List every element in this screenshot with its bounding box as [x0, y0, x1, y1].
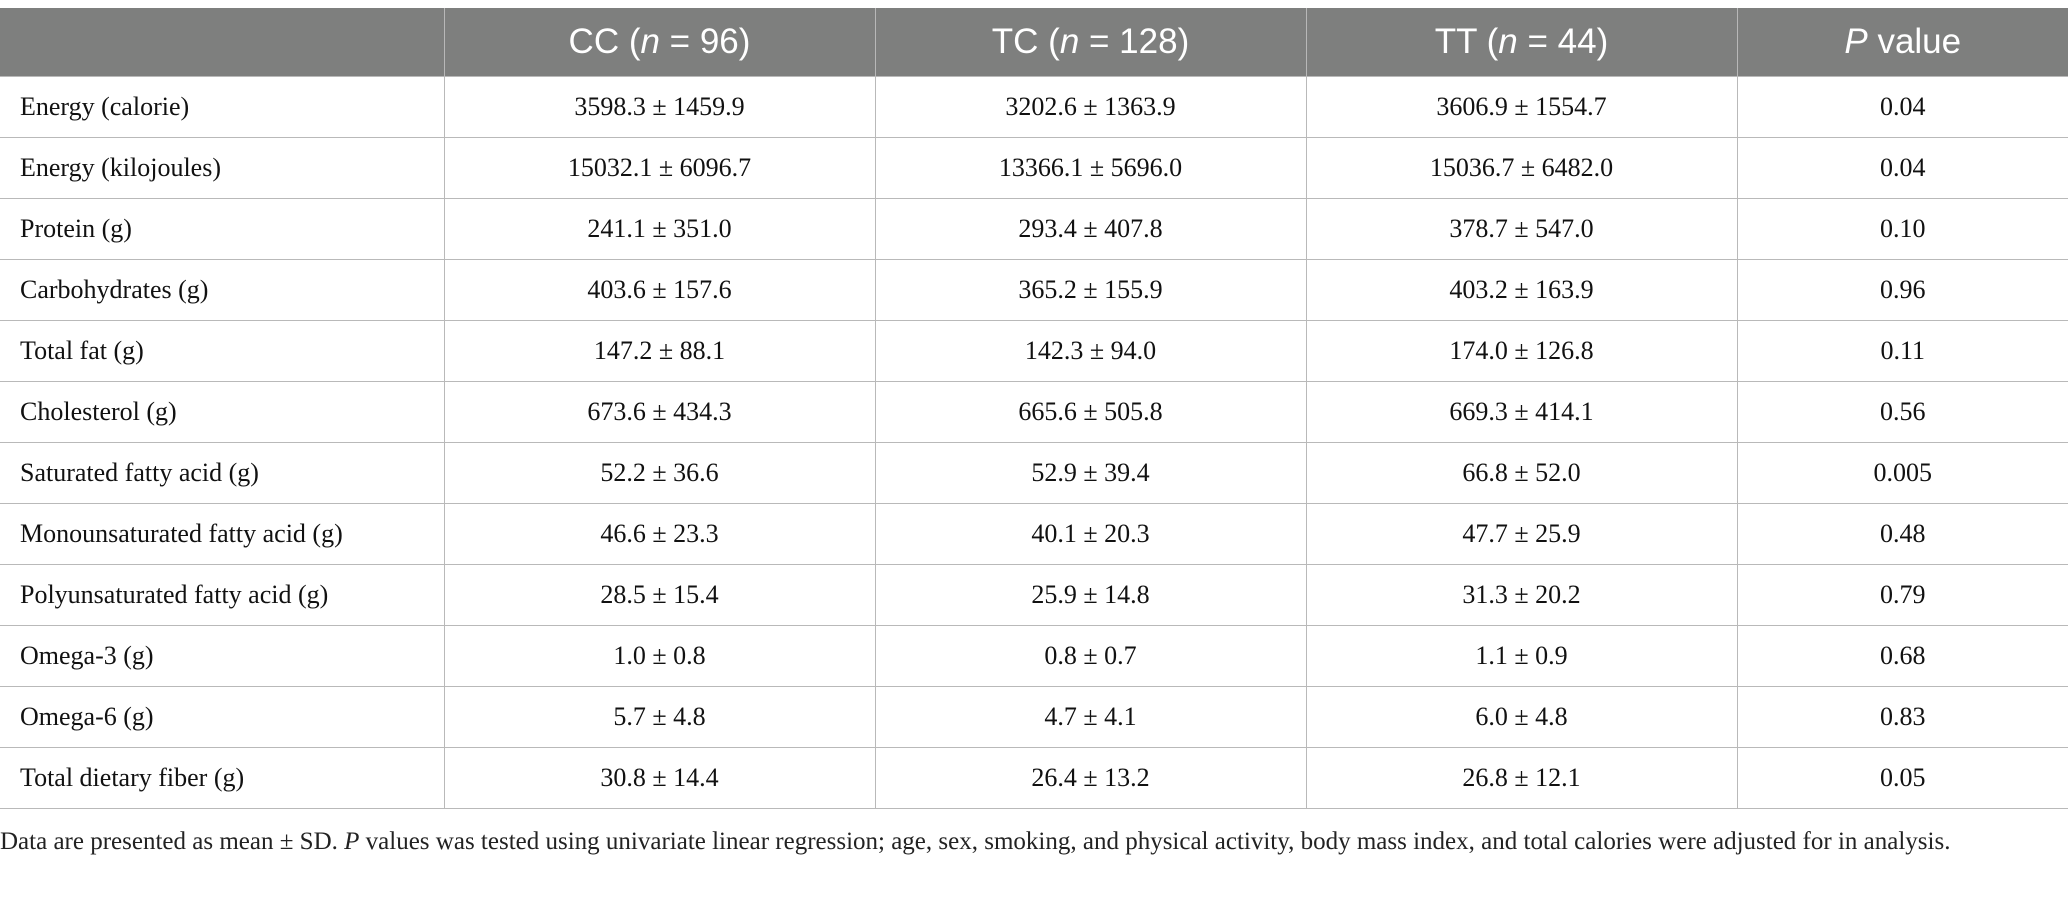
column-header-symbol: n [640, 22, 660, 61]
cell-cc: 403.6 ± 157.6 [443, 259, 876, 321]
table-row: Energy (kilojoules) 15032.1 ± 6096.7 13366… [0, 137, 2068, 199]
cell-tt: 403.2 ± 163.9 [1305, 259, 1738, 321]
cell-p: 0.48 [1736, 503, 2068, 565]
cell-p: 0.005 [1736, 442, 2068, 504]
cell-cc: 52.2 ± 36.6 [443, 442, 876, 504]
table-row: Omega-3 (g) 1.0 ± 0.8 0.8 ± 0.7 1.1 ± 0.9 0.… [0, 625, 2068, 687]
cell-tt: 174.0 ± 126.8 [1305, 320, 1738, 382]
header-row: CC (n = 96) TC (n = 128) TT (n = 44) P valu… [0, 8, 2068, 77]
cell-tc: 365.2 ± 155.9 [874, 259, 1307, 321]
table-row: Protein (g) 241.1 ± 351.0 293.4 ± 407.8 378… [0, 198, 2068, 260]
cell-p: 0.56 [1736, 381, 2068, 443]
cell-tc: 293.4 ± 407.8 [874, 198, 1307, 260]
table-row: Omega-6 (g) 5.7 ± 4.8 4.7 ± 4.1 6.0 ± 4.8 0.… [0, 686, 2068, 748]
cell-p: 0.04 [1736, 76, 2068, 138]
column-header-symbol: P [1844, 22, 1868, 61]
column-header-tt: TT (n = 44) [1305, 8, 1738, 77]
cell-tt: 378.7 ± 547.0 [1305, 198, 1738, 260]
cell-cc: 15032.1 ± 6096.7 [443, 137, 876, 199]
table-row: Monounsaturated fatty acid (g) 46.6 ± 23.… [0, 503, 2068, 565]
row-label: Saturated fatty acid (g) [0, 442, 445, 504]
table-row: Energy (calorie) 3598.3 ± 1459.9 3202.6 ± … [0, 76, 2068, 138]
row-label: Energy (calorie) [0, 76, 445, 138]
cell-tc: 52.9 ± 39.4 [874, 442, 1307, 504]
cell-cc: 147.2 ± 88.1 [443, 320, 876, 382]
cell-cc: 3598.3 ± 1459.9 [443, 76, 876, 138]
cell-cc: 673.6 ± 434.3 [443, 381, 876, 443]
cell-tt: 66.8 ± 52.0 [1305, 442, 1738, 504]
row-label: Protein (g) [0, 198, 445, 260]
table-row: Carbohydrates (g) 403.6 ± 157.6 365.2 ± 15… [0, 259, 2068, 321]
cell-tc: 13366.1 ± 5696.0 [874, 137, 1307, 199]
nutrient-intake-table: CC (n = 96) TC (n = 128) TT (n = 44) P valu… [0, 8, 2068, 809]
cell-tc: 4.7 ± 4.1 [874, 686, 1307, 748]
column-header-symbol: n [1059, 22, 1080, 61]
cell-p: 0.11 [1736, 320, 2068, 382]
cell-tc: 26.4 ± 13.2 [874, 747, 1307, 809]
cell-tc: 665.6 ± 505.8 [874, 381, 1307, 443]
row-label: Energy (kilojoules) [0, 137, 445, 199]
table-body: Energy (calorie) 3598.3 ± 1459.9 3202.6 ± … [0, 76, 2068, 809]
cell-cc: 5.7 ± 4.8 [443, 686, 876, 748]
row-label: Total dietary fiber (g) [0, 747, 445, 809]
column-header-text: = 96) [659, 22, 751, 61]
cell-p: 0.05 [1736, 747, 2068, 809]
table-row: Saturated fatty acid (g) 52.2 ± 36.6 52.9 … [0, 442, 2068, 504]
cell-tt: 26.8 ± 12.1 [1305, 747, 1738, 809]
cell-p: 0.04 [1736, 137, 2068, 199]
column-header-variable [0, 8, 445, 77]
column-header-tc: TC (n = 128) [874, 8, 1307, 77]
cell-p: 0.83 [1736, 686, 2068, 748]
column-header-text: CC ( [568, 22, 641, 61]
cell-tt: 6.0 ± 4.8 [1305, 686, 1738, 748]
row-label: Polyunsaturated fatty acid (g) [0, 564, 445, 626]
table-row: Total dietary fiber (g) 30.8 ± 14.4 26.4 ±… [0, 747, 2068, 809]
row-label: Carbohydrates (g) [0, 259, 445, 321]
cell-tt: 3606.9 ± 1554.7 [1305, 76, 1738, 138]
column-header-text: TC ( [991, 22, 1060, 61]
cell-p: 0.79 [1736, 564, 2068, 626]
column-header-text: value [1867, 22, 1962, 61]
cell-tt: 669.3 ± 414.1 [1305, 381, 1738, 443]
cell-p: 0.96 [1736, 259, 2068, 321]
cell-tc: 40.1 ± 20.3 [874, 503, 1307, 565]
cell-tc: 142.3 ± 94.0 [874, 320, 1307, 382]
row-label: Total fat (g) [0, 320, 445, 382]
cell-p: 0.10 [1736, 198, 2068, 260]
column-header-text: = 44) [1517, 22, 1609, 61]
footnote-p-symbol: P [344, 828, 360, 855]
row-label: Cholesterol (g) [0, 381, 445, 443]
cell-cc: 28.5 ± 15.4 [443, 564, 876, 626]
cell-tc: 0.8 ± 0.7 [874, 625, 1307, 687]
table-footnote: Data are presented as mean ± SD. P value… [0, 823, 2000, 860]
cell-cc: 241.1 ± 351.0 [443, 198, 876, 260]
cell-cc: 46.6 ± 23.3 [443, 503, 876, 565]
table-row: Cholesterol (g) 673.6 ± 434.3 665.6 ± 505.… [0, 381, 2068, 443]
table-row: Polyunsaturated fatty acid (g) 28.5 ± 15.… [0, 564, 2068, 626]
column-header-p: P value [1736, 8, 2068, 77]
row-label: Monounsaturated fatty acid (g) [0, 503, 445, 565]
column-header-text: = 128) [1079, 22, 1190, 61]
cell-tt: 15036.7 ± 6482.0 [1305, 137, 1738, 199]
cell-tt: 1.1 ± 0.9 [1305, 625, 1738, 687]
cell-p: 0.68 [1736, 625, 2068, 687]
column-header-symbol: n [1498, 22, 1518, 61]
row-label: Omega-6 (g) [0, 686, 445, 748]
column-header-text: TT ( [1434, 22, 1499, 61]
cell-tt: 47.7 ± 25.9 [1305, 503, 1738, 565]
table-row: Total fat (g) 147.2 ± 88.1 142.3 ± 94.0 174… [0, 320, 2068, 382]
footnote-text-2: values was tested using univariate linea… [359, 828, 1951, 855]
cell-tt: 31.3 ± 20.2 [1305, 564, 1738, 626]
cell-tc: 3202.6 ± 1363.9 [874, 76, 1307, 138]
footnote-text-1: Data are presented as mean ± SD. [0, 828, 345, 855]
cell-cc: 1.0 ± 0.8 [443, 625, 876, 687]
cell-tc: 25.9 ± 14.8 [874, 564, 1307, 626]
table-header: CC (n = 96) TC (n = 128) TT (n = 44) P valu… [0, 8, 2068, 77]
row-label: Omega-3 (g) [0, 625, 445, 687]
cell-cc: 30.8 ± 14.4 [443, 747, 876, 809]
column-header-cc: CC (n = 96) [443, 8, 876, 77]
